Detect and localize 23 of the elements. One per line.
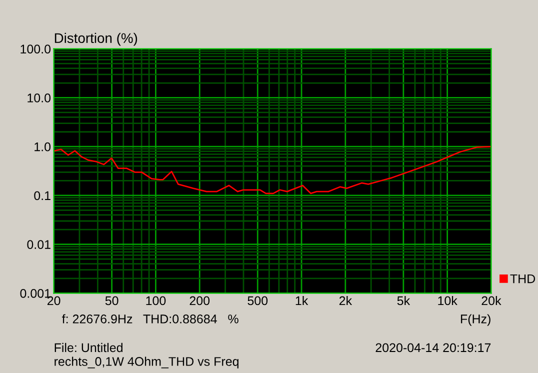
x-tick-label: 50	[105, 296, 118, 306]
text: File: Untitled	[54, 342, 122, 352]
x-tick-label: 10k	[438, 296, 458, 306]
y-tick-label: 1.0	[34, 142, 51, 152]
text: rechts_0,1W 4Ohm_THD vs Freq	[54, 356, 238, 368]
x-tick-label: 2k	[339, 296, 352, 306]
y-axis-title: Distortion (%)	[54, 32, 138, 46]
x-axis-title: F(Hz)	[460, 314, 490, 326]
y-tick-label: 100.0	[20, 44, 51, 54]
x-tick-label: 1k	[296, 296, 308, 306]
legend-label: THD	[510, 274, 536, 284]
x-tick-label: 20k	[482, 296, 502, 306]
y-tick-label: 0.001	[20, 288, 50, 298]
x-tick-label: 100	[146, 296, 166, 306]
y-tick-label: 10.0	[28, 94, 51, 102]
x-tick-label: 200	[190, 296, 210, 306]
x-tick-label: 500	[248, 296, 268, 306]
x-tick-label: 5k	[397, 296, 410, 306]
x-tick-label: 20	[47, 296, 60, 306]
y-tick-label: 0.01	[27, 240, 50, 249]
y-tick-label: 0.1	[34, 191, 50, 200]
text: f: 22676.9Hz THD:0.88684 %	[62, 314, 238, 324]
text: 2020-04-14 20:19:17	[376, 343, 491, 352]
